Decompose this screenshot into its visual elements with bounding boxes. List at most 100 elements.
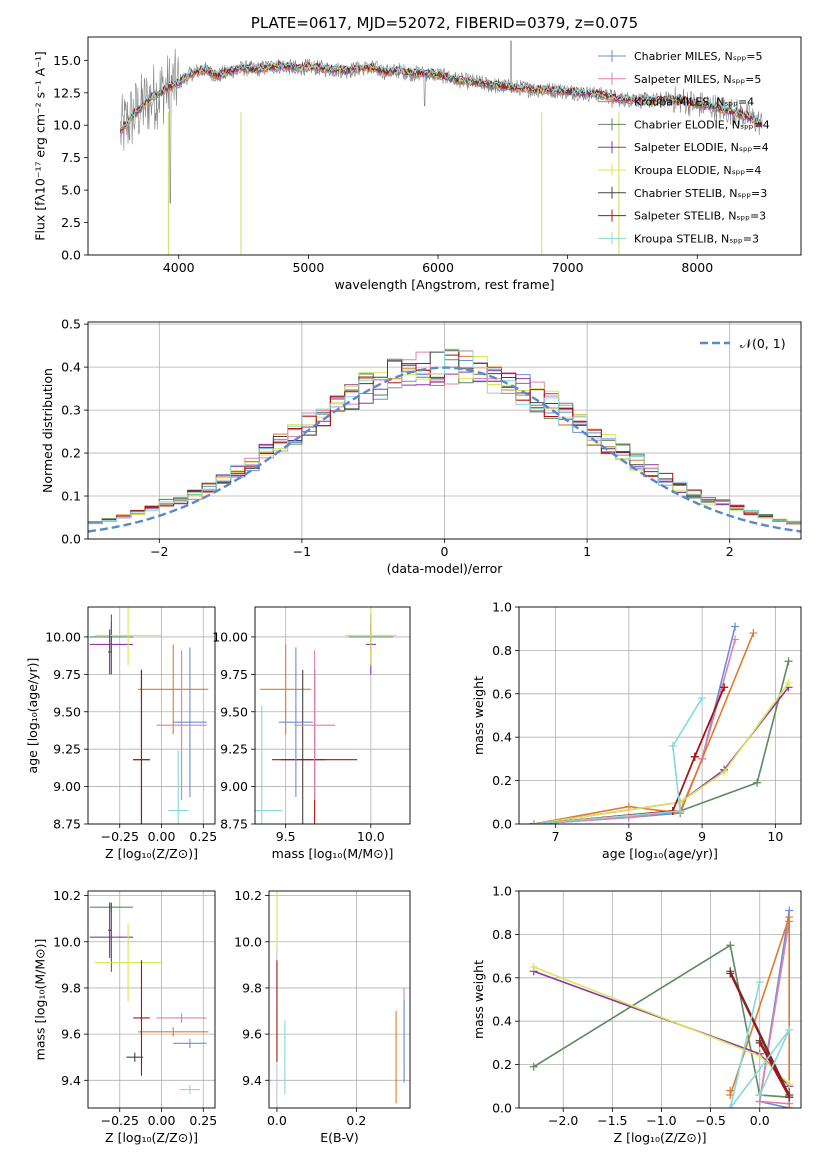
data-point [173, 1038, 207, 1048]
y-tick-label: 0.8 [492, 927, 512, 942]
y-tick-label: 9.8 [61, 980, 81, 995]
y-tick-label: 0.1 [61, 489, 81, 504]
weight-marker [731, 622, 740, 631]
y-tick-label: 0.3 [61, 403, 81, 418]
x-tick-label: 1 [583, 544, 591, 559]
data-point [345, 607, 397, 666]
plot-area [119, 40, 763, 255]
y-tick-label: 9.75 [220, 667, 248, 682]
y-tick-label: 0.2 [61, 446, 81, 461]
x-tick-label: −1.5 [597, 1113, 627, 1128]
y-tick-label: 2.5 [61, 215, 81, 230]
plot-area [89, 607, 209, 824]
x-tick-label: −1 [293, 544, 311, 559]
histogram-step-8 [88, 348, 801, 524]
data-point [94, 923, 162, 1002]
weight-line-2 [533, 632, 755, 824]
weight-marker [731, 635, 740, 644]
y-tick-label: 0.2 [492, 773, 512, 788]
weight-marker [785, 1025, 794, 1034]
weight-marker [784, 657, 793, 666]
y-tick-label: 9.00 [53, 779, 81, 794]
y-tick-label: 0.8 [492, 643, 512, 658]
y-tick-label: 9.75 [53, 667, 81, 682]
y-tick-label: 9.6 [61, 1027, 81, 1042]
model-line-8 [120, 59, 763, 130]
y-tick-label: 10.0 [234, 934, 262, 949]
plot-area [88, 348, 801, 533]
weight-line-5 [533, 682, 790, 824]
y-tick-label: 0.4 [492, 730, 512, 745]
axes-frame [87, 36, 802, 256]
data-point [133, 669, 150, 824]
chart-title: PLATE=0617, MJD=52072, FIBERID=0379, z=0… [251, 14, 638, 32]
weight-line-1 [758, 921, 790, 1105]
data-point [108, 902, 112, 958]
weight-marker [529, 1062, 538, 1071]
grid [88, 891, 215, 1108]
x-tick-label: 6000 [422, 260, 454, 275]
axes-frame [254, 606, 411, 825]
axes-residuals: −2 −1 0 1 2 0.0 0.1 0.2 0.3 0.4 0.5 (data-model)/er… [40, 317, 802, 576]
data-point [260, 644, 312, 735]
axes-frame [268, 890, 411, 1109]
axes-frame [87, 321, 802, 540]
data-point [138, 644, 209, 735]
weight-marker [529, 820, 538, 824]
data-point [89, 902, 134, 972]
x-tick-label: 0.2 [346, 1113, 366, 1128]
y-tick-label: 9.25 [53, 742, 81, 757]
weight-marker [720, 767, 729, 776]
x-tick-label: 10 [767, 829, 783, 844]
data-point [126, 1052, 144, 1062]
y-tick-label: 9.50 [53, 704, 81, 719]
plot-area [255, 607, 397, 824]
grid [269, 891, 410, 1108]
weight-marker [785, 1104, 794, 1108]
axes-age-vs-Z: −0.25 0.00 0.25 8.75 9.00 9.25 9.50 9.75 10.00 Z … [25, 606, 217, 861]
data-point [108, 629, 112, 675]
grid [519, 606, 801, 825]
axes-weight-vs-age: 7 8 9 10 0.0 0.2 0.4 0.6 0.8 1.0 age [log₁₀(age/yr… [471, 600, 802, 861]
grid [255, 607, 410, 825]
y-tick-label: 0.4 [492, 1014, 512, 1029]
y-tick-label: 10.2 [53, 888, 81, 903]
weight-line-8 [729, 981, 790, 1108]
axes-age-vs-mass: 9.5 10.0 8.75 9.00 9.25 9.50 9.75 10.00 mass [lo… [212, 606, 411, 861]
x-tick-label: 4000 [163, 260, 195, 275]
weight-marker [755, 978, 764, 987]
y-tick-label: 0.6 [492, 970, 512, 985]
x-tick-label: 0.00 [148, 1113, 176, 1128]
data-point [294, 650, 336, 801]
y-tick-label: 10.00 [45, 629, 81, 644]
y-tick-label: 0.6 [492, 686, 512, 701]
axes-spectrum: 4000 5000 6000 7000 8000 0.0 2.5 5.0 7.5 10.0 12.5… [32, 36, 802, 292]
x-tick-label: 0.25 [189, 829, 217, 844]
data-point [94, 607, 162, 666]
plot-area [529, 622, 793, 824]
axes-mass-vs-EBV: 0.0 0.2 9.4 9.6 9.8 10.0 10.2 E(B-V) [234, 888, 411, 1145]
data-point [173, 647, 207, 798]
weight-marker [668, 741, 677, 750]
weight-marker [720, 683, 729, 692]
x-axis-label: E(B-V) [320, 1130, 359, 1145]
legend-entry: Kroupa ELODIE, Nₛₚₚ=4 [634, 164, 761, 177]
legend-entry: 𝒩(0, 1) [740, 336, 786, 351]
y-tick-label: 10.0 [53, 118, 81, 133]
weight-marker [726, 969, 735, 978]
legend-entry: Chabrier MILES, Nₛₚₚ=5 [634, 50, 763, 63]
y-tick-label: 1.0 [492, 600, 512, 615]
x-tick-label: 9.5 [276, 829, 296, 844]
grid [88, 607, 215, 825]
legend: 𝒩(0, 1) [700, 336, 786, 351]
y-axis-label: mass weight [471, 960, 486, 1039]
x-axis-label: Z [log₁₀(Z/Z⊙)] [105, 846, 198, 861]
y-tick-label: 0.0 [61, 248, 81, 263]
axes-weight-vs-Z: −2.0 −1.5 −1.0 −0.5 0.0 0.0 0.2 0.4 0.6 0.8 1.0 Z [… [471, 884, 802, 1145]
legend-entry: Salpeter MILES, Nₛₚₚ=5 [634, 73, 761, 86]
weight-marker [698, 694, 707, 703]
x-tick-label: 8000 [681, 260, 713, 275]
y-tick-label: 5.0 [61, 183, 81, 198]
legend: Chabrier MILES, Nₛₚₚ=5 Salpeter MILES, Nₛ… [598, 50, 770, 245]
